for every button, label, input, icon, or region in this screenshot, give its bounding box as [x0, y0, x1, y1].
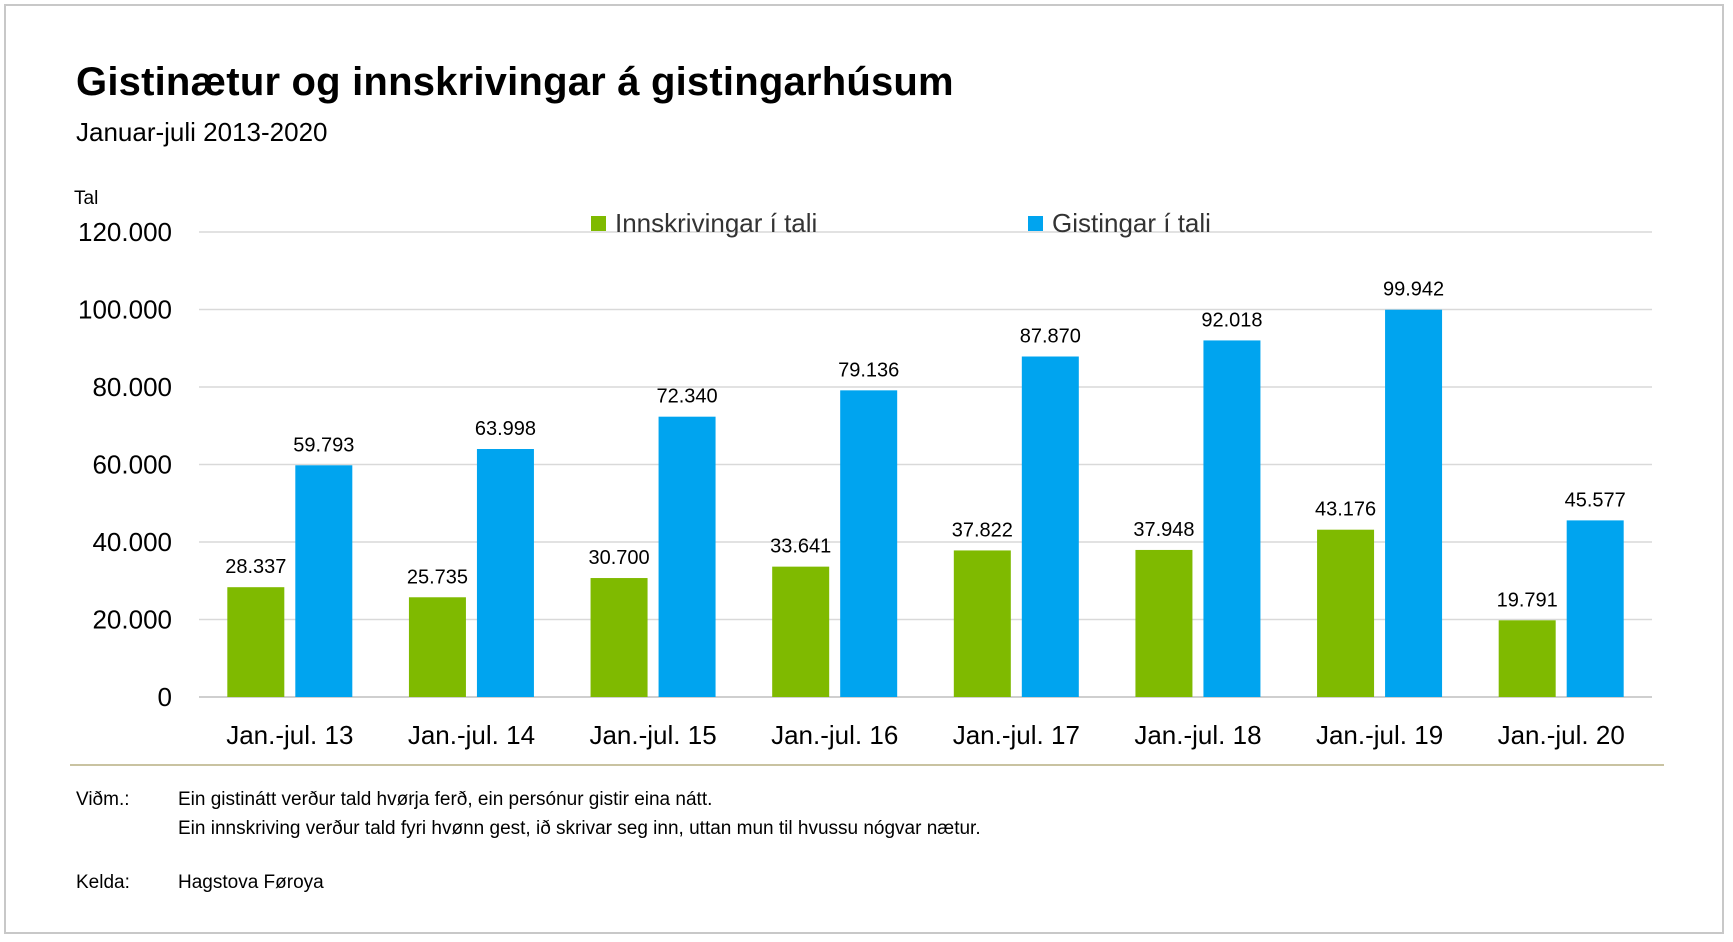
- x-tick-label: Jan.-jul. 19: [1316, 720, 1443, 750]
- data-label: 79.136: [838, 359, 899, 381]
- bar-gistingar: [1566, 520, 1624, 697]
- bar-innskrivingar: [408, 597, 466, 697]
- data-label: 45.577: [1565, 489, 1626, 511]
- bar-gistingar: [658, 416, 716, 697]
- y-tick-label: 100.000: [78, 295, 172, 325]
- x-tick-label: Jan.-jul. 13: [226, 720, 353, 750]
- x-tick-label: Jan.-jul. 16: [771, 720, 898, 750]
- bar-gistingar: [840, 390, 898, 697]
- x-tick-label: Jan.-jul. 17: [953, 720, 1080, 750]
- x-tick-label: Jan.-jul. 20: [1498, 720, 1625, 750]
- bar-innskrivingar: [590, 578, 648, 697]
- data-label: 19.791: [1497, 589, 1558, 611]
- notes-line-2: Ein innskriving verður tald fyri hvønn g…: [178, 818, 981, 839]
- bar-gistingar: [1385, 309, 1443, 697]
- legend-label-innskrivingar: Innskrivingar í tali: [615, 208, 817, 238]
- bar-gistingar: [1021, 356, 1079, 697]
- data-label: 28.337: [225, 556, 286, 578]
- y-tick-label: 80.000: [92, 372, 172, 402]
- y-tick-label: 0: [158, 682, 172, 712]
- bar-innskrivingar: [1135, 549, 1193, 697]
- bar-innskrivingar: [953, 550, 1011, 697]
- x-tick-label: Jan.-jul. 15: [589, 720, 716, 750]
- x-tick-label: Jan.-jul. 14: [408, 720, 535, 750]
- data-label: 63.998: [475, 418, 536, 440]
- bar-innskrivingar: [227, 587, 285, 697]
- data-label: 92.018: [1201, 309, 1262, 331]
- legend-swatch-gistingar: [1028, 216, 1043, 231]
- data-label: 72.340: [656, 386, 717, 408]
- data-label: 33.641: [770, 536, 831, 558]
- bar-gistingar: [1203, 340, 1261, 697]
- chart-title: Gistinætur og innskrivingar á gistingarh…: [76, 60, 954, 104]
- footer-divider: [70, 764, 1664, 766]
- legend-label-gistingar: Gistingar í tali: [1052, 208, 1211, 238]
- y-tick-label: 40.000: [92, 527, 172, 557]
- bar-innskrivingar: [772, 566, 830, 697]
- bar-innskrivingar: [1498, 620, 1556, 697]
- bar-gistingar: [476, 449, 534, 697]
- data-label: 25.735: [407, 566, 468, 588]
- data-label: 59.793: [293, 434, 354, 456]
- data-label: 37.822: [952, 519, 1013, 541]
- data-label: 30.700: [588, 547, 649, 569]
- data-label: 99.942: [1383, 279, 1444, 301]
- source-value: Hagstova Føroya: [178, 872, 324, 893]
- data-label: 43.176: [1315, 499, 1376, 521]
- source-label: Kelda:: [76, 872, 130, 893]
- y-axis-label: Tal: [74, 188, 98, 209]
- notes-line-1: Ein gistinátt verður tald hvørja ferð, e…: [178, 789, 713, 810]
- bar-innskrivingar: [1317, 529, 1375, 697]
- y-tick-label: 120.000: [78, 217, 172, 247]
- chart-subtitle: Januar-juli 2013-2020: [76, 117, 328, 147]
- y-tick-label: 60.000: [92, 450, 172, 480]
- legend-swatch-innskrivingar: [591, 216, 606, 231]
- bar-gistingar: [295, 465, 353, 697]
- data-label: 87.870: [1020, 326, 1081, 348]
- x-tick-label: Jan.-jul. 18: [1134, 720, 1261, 750]
- notes-label: Viðm.:: [76, 789, 130, 810]
- y-tick-label: 20.000: [92, 605, 172, 635]
- data-label: 37.948: [1133, 519, 1194, 541]
